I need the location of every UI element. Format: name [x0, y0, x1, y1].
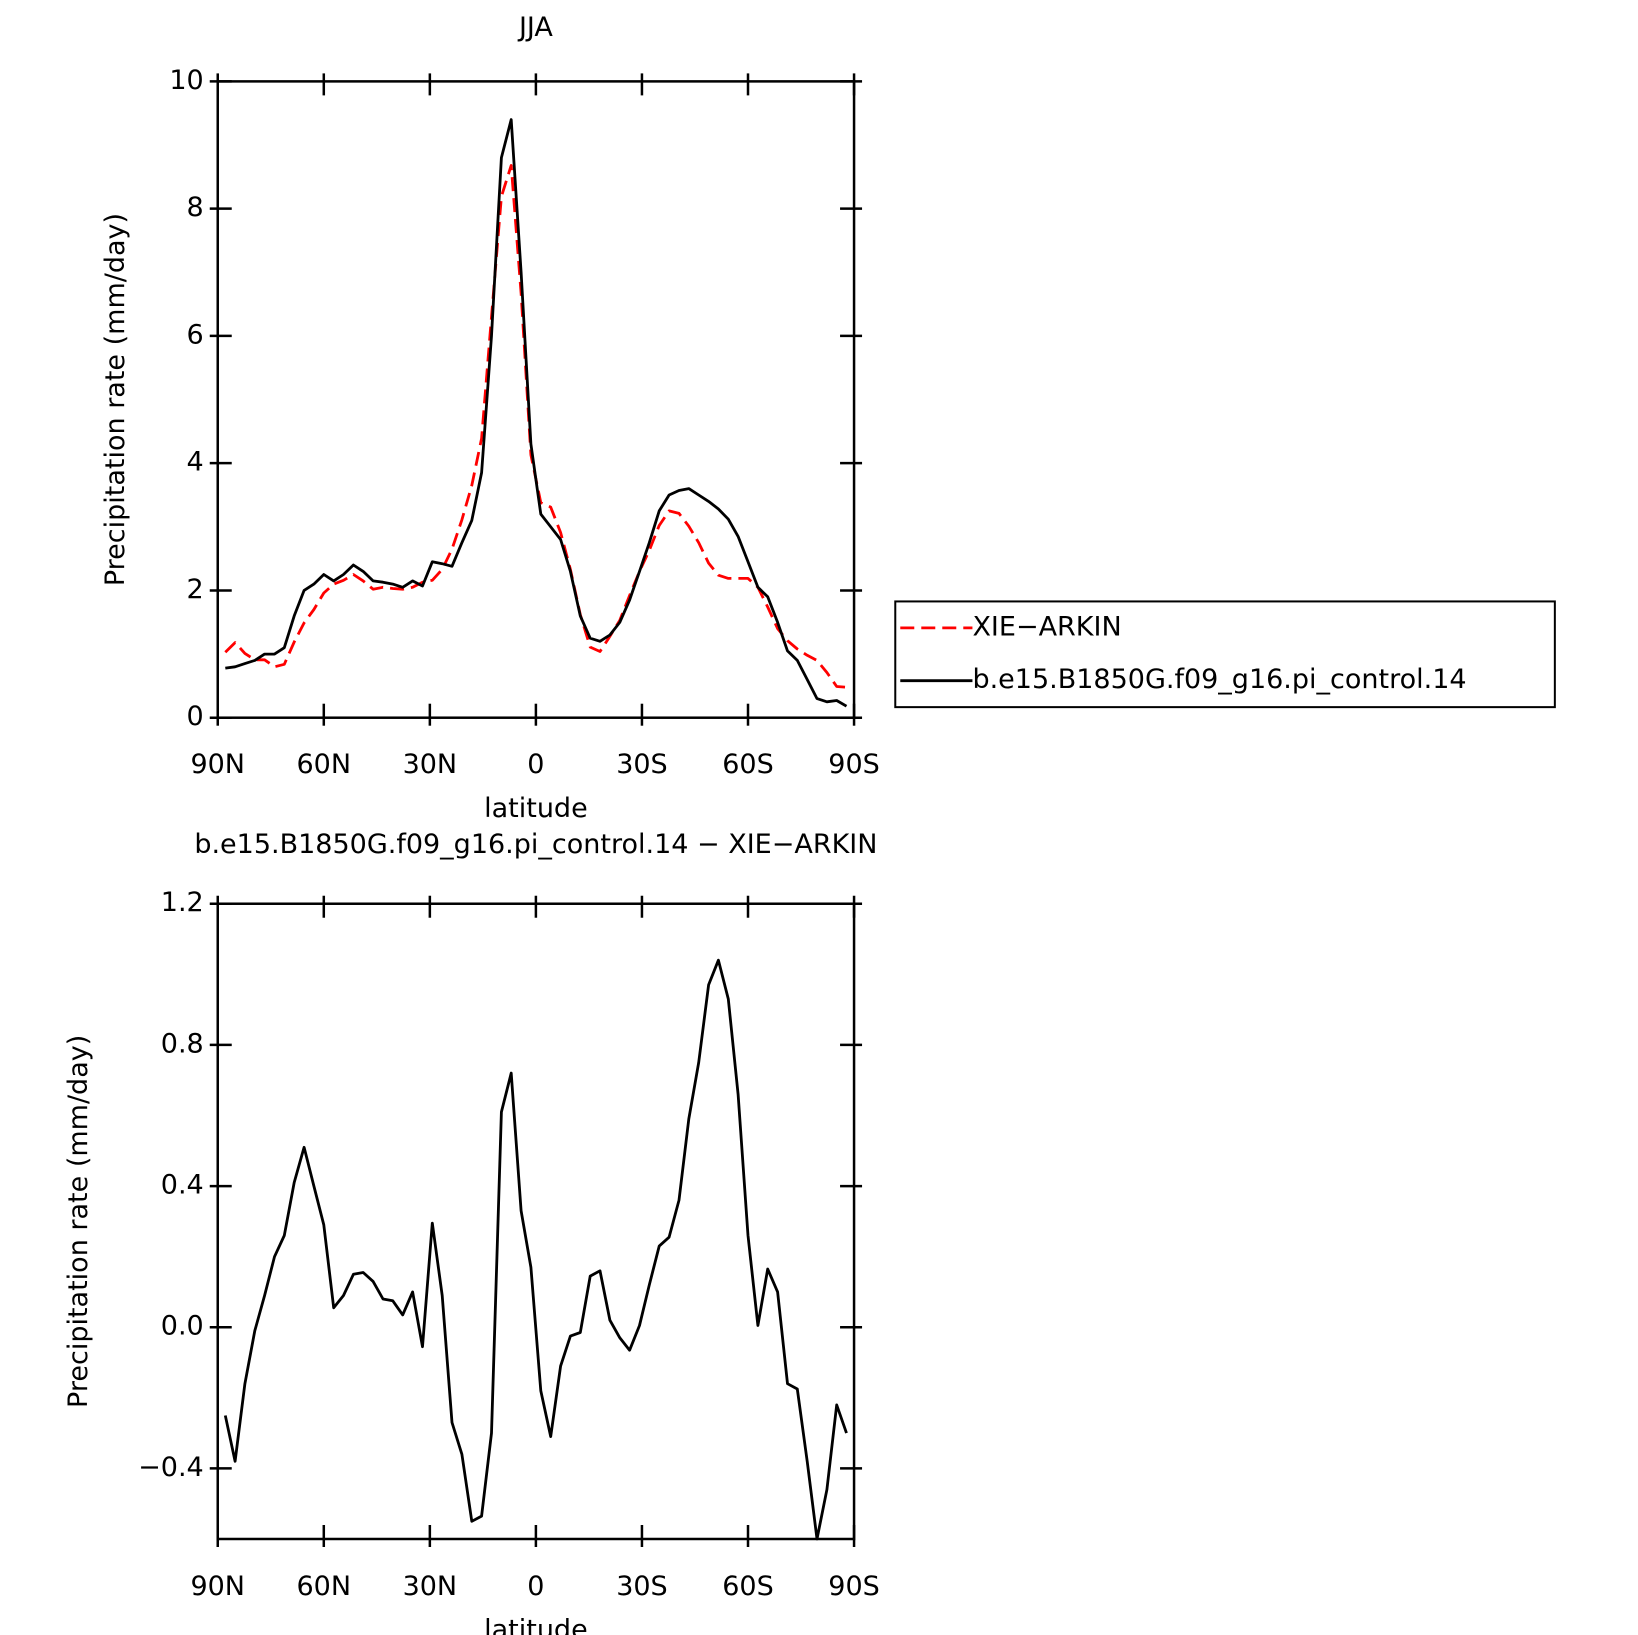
- series-line: [223, 958, 848, 1541]
- y-tick-label: 2: [187, 574, 204, 605]
- y-tick-label: 0: [187, 701, 204, 732]
- series-line: [224, 164, 847, 689]
- y-tick-label: 1.2: [161, 887, 204, 918]
- x-tick-label: 30N: [403, 1571, 458, 1602]
- chart-title: b.e15.B1850G.f09_g16.pi_control.14 − XIE…: [194, 829, 877, 860]
- x-tick-label: 30S: [616, 1571, 668, 1602]
- x-tick-label: 90S: [828, 1571, 880, 1602]
- x-axis-label: latitude: [484, 793, 588, 824]
- x-tick-label: 30S: [616, 749, 668, 780]
- x-tick-label: 30N: [403, 749, 458, 780]
- plot-frame: [216, 80, 856, 719]
- plot-frame: [216, 902, 856, 1541]
- y-axis-label: Precipitation rate (mm/day): [100, 213, 131, 586]
- legend-label: XIE−ARKIN: [972, 611, 1121, 642]
- legend-label: b.e15.B1850G.f09_g16.pi_control.14: [972, 664, 1466, 695]
- series-line: [225, 118, 848, 708]
- legend-box: [894, 600, 1556, 709]
- legend: XIE−ARKIN b.e15.B1850G.f09_g16.pi_control…: [894, 600, 1556, 709]
- x-tick-label: 90N: [190, 749, 245, 780]
- x-tick-label: 0: [527, 1571, 544, 1602]
- y-tick-label: 0.8: [161, 1028, 204, 1059]
- x-tick-label: 90N: [190, 1571, 245, 1602]
- y-tick-label: −0.4: [138, 1452, 204, 1483]
- y-axis-label: Precipitation rate (mm/day): [63, 1035, 94, 1408]
- y-tick-label: 4: [187, 447, 204, 478]
- chart-title: JJA: [517, 12, 553, 43]
- y-tick-label: 0.4: [161, 1170, 204, 1201]
- x-axis-label: latitude: [484, 1614, 588, 1635]
- x-tick-label: 60N: [297, 1571, 352, 1602]
- x-tick-label: 90S: [828, 749, 880, 780]
- x-tick-label: 60S: [722, 1571, 774, 1602]
- y-tick-label: 10: [169, 65, 203, 96]
- x-tick-label: 60S: [722, 749, 774, 780]
- x-tick-label: 60N: [297, 749, 352, 780]
- y-tick-label: 6: [187, 319, 204, 350]
- y-tick-label: 0.0: [161, 1311, 204, 1342]
- y-tick-label: 8: [187, 192, 204, 223]
- x-tick-label: 0: [527, 749, 544, 780]
